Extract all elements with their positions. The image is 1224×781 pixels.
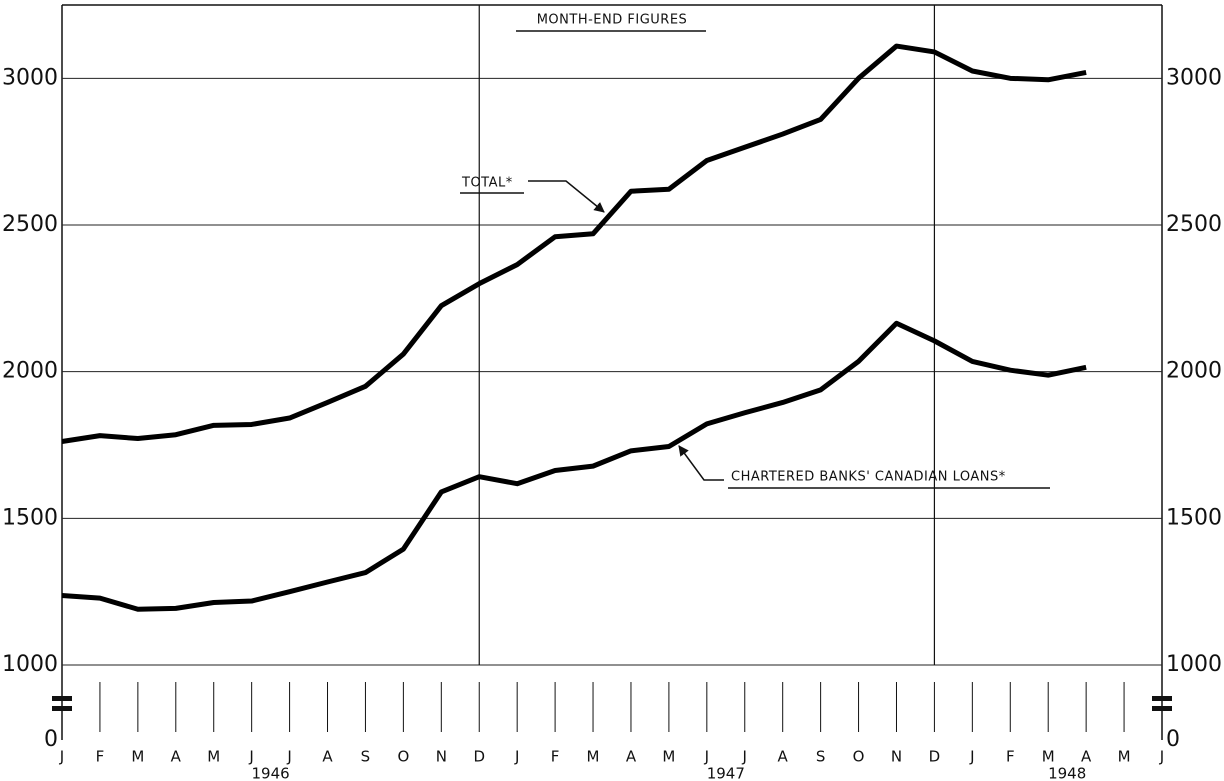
x-tick-label: J [1159,748,1164,766]
series-line [61,320,1087,612]
y-tick-label-right: 2500 [1166,212,1222,237]
y-tick-label-right: 1000 [1166,652,1222,677]
y-tick-label-right: 1500 [1166,505,1222,530]
axis-break [52,696,72,701]
annotation-arrow [678,445,724,481]
axis-break [1152,706,1172,711]
x-tick-label: J [286,748,291,766]
x-tick-label: O [397,748,409,766]
x-tick-label: N [436,748,447,766]
year-label: 1947 [707,765,745,781]
legend-label: CHARTERED BANKS' CANADIAN LOANS* [731,470,1006,485]
x-tick-label: J [742,748,747,766]
y-tick-label: 2500 [2,212,58,237]
x-tick-label: J [704,748,709,766]
series-line [61,43,1087,444]
x-tick-label: N [891,748,902,766]
x-tick-label: J [59,748,64,766]
y-tick-label: 3000 [2,65,58,90]
x-tick-label: A [322,748,333,766]
x-tick-label: F [96,748,105,766]
x-tick-label: A [1081,748,1092,766]
x-tick-label: A [778,748,789,766]
x-tick-label: M [587,748,600,766]
x-tick-label: S [361,748,371,766]
y-tick-label: 0 [44,727,58,752]
x-tick-label: M [1118,748,1131,766]
x-tick-label: J [248,748,253,766]
x-tick-label: M [131,748,144,766]
y-tick-label: 1000 [2,652,58,677]
x-tick-label: O [853,748,865,766]
x-tick-label: J [969,748,974,766]
annotation-arrow [528,180,605,213]
x-tick-label: F [1006,748,1015,766]
chart-title: MONTH-END FIGURES [537,13,688,28]
year-label: 1948 [1048,765,1086,781]
x-tick-label: D [929,748,941,766]
x-tick-label: M [1042,748,1055,766]
y-tick-label-right: 2000 [1166,359,1222,384]
x-tick-label: M [207,748,220,766]
x-tick-label: J [514,748,519,766]
y-tick-label-right: 0 [1166,727,1180,752]
x-tick-label: D [473,748,485,766]
x-tick-label: F [551,748,560,766]
x-tick-label: A [626,748,637,766]
y-tick-label: 1500 [2,505,58,530]
legend-label: TOTAL* [461,176,513,191]
y-tick-label-right: 3000 [1166,65,1222,90]
x-tick-label: A [171,748,182,766]
y-tick-label: 2000 [2,359,58,384]
x-tick-label: M [662,748,675,766]
x-tick-label: S [816,748,826,766]
axis-break [1152,696,1172,701]
year-label: 1946 [252,765,290,781]
axis-break [52,706,72,711]
